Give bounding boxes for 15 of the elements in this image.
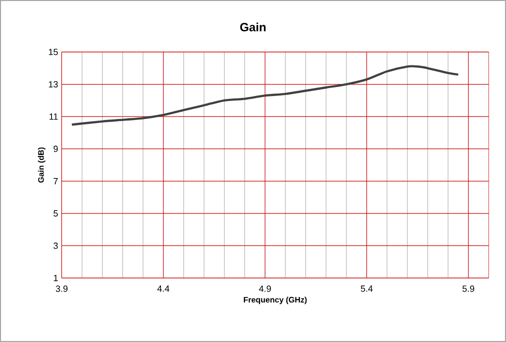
- x-tick-label: 5.4: [360, 286, 373, 292]
- y-tick-label: 13: [48, 81, 58, 88]
- y-tick-label: 3: [54, 242, 58, 249]
- y-tick-label: 7: [54, 178, 58, 184]
- y-tick-label: 15: [48, 48, 58, 56]
- x-tick-label: 5.9: [462, 286, 474, 292]
- x-tick-label: 4.9: [259, 286, 271, 292]
- line-series: [70, 65, 460, 126]
- x-tick-label: 4.4: [157, 286, 170, 292]
- y-tick-label: 1: [54, 274, 58, 282]
- x-tick-label: 3.9: [56, 286, 68, 292]
- y-tick-label: 5: [54, 210, 58, 217]
- y-tick-label: 9: [54, 146, 58, 152]
- y-tick-label: 11: [50, 113, 58, 120]
- chart-title: Gain: [240, 22, 266, 32]
